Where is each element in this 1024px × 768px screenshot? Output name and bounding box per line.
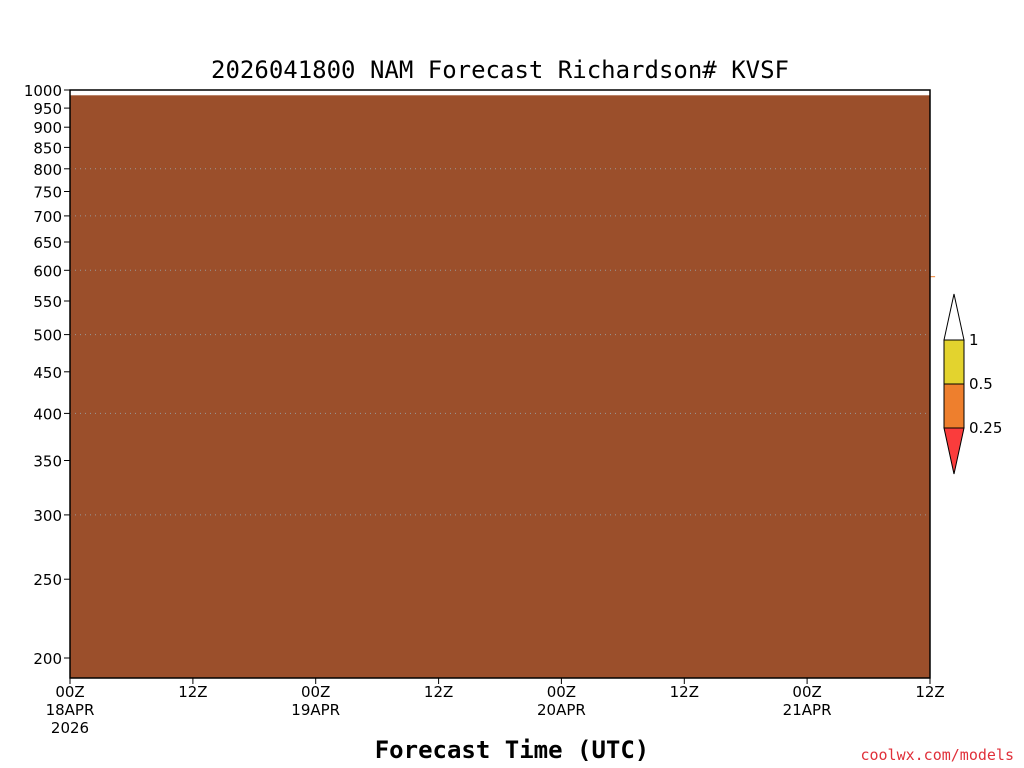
y-tick-label-850: 850	[33, 139, 62, 157]
colorbar-band-05-1	[943, 339, 965, 385]
x-tick-label-0-0: 00Z	[55, 683, 84, 701]
x-tick-label-36-0: 12Z	[424, 683, 453, 701]
y-tick-label-250: 250	[33, 571, 62, 589]
x-tick-label-24-0: 00Z	[301, 683, 330, 701]
colorbar: 1 0.5 0.25	[943, 293, 1002, 475]
x-axis-label: Forecast Time (UTC)	[375, 736, 650, 764]
y-tick-label-200: 200	[33, 650, 62, 668]
ground	[70, 95, 930, 679]
y-tick-label-500: 500	[33, 327, 62, 345]
y-tick-label-550: 550	[33, 293, 62, 311]
colorbar-cap-low	[943, 427, 965, 475]
y-tick-label-800: 800	[33, 161, 62, 179]
ri-cells	[70, 95, 936, 679]
colorbar-cap-high	[943, 293, 965, 341]
y-tick-label-750: 750	[33, 184, 62, 202]
x-tick-label-72-0: 00Z	[792, 683, 821, 701]
x-tick-label-84-0: 12Z	[915, 683, 944, 701]
x-tick-label-12-0: 12Z	[178, 683, 207, 701]
y-tick-label-600: 600	[33, 262, 62, 280]
y-tick-label-650: 650	[33, 234, 62, 252]
colorbar-label-025: 0.25	[969, 419, 1002, 437]
x-tick-label-24-1: 19APR	[291, 701, 340, 719]
y-tick-label-950: 950	[33, 100, 62, 118]
y-tick-label-700: 700	[33, 208, 62, 226]
ri-cell-68	[930, 276, 936, 278]
x-tick-label-0-2: 2026	[51, 719, 89, 737]
chart-title: 2026041800 NAM Forecast Richardson# KVSF	[211, 56, 789, 84]
x-tick-label-72-1: 21APR	[783, 701, 832, 719]
x-tick-label-60-0: 12Z	[670, 683, 699, 701]
y-tick-label-400: 400	[33, 405, 62, 423]
colorbar-label-05: 0.5	[969, 375, 993, 393]
colorbar-label-1: 1	[969, 331, 979, 349]
x-tick-label-48-1: 20APR	[537, 701, 586, 719]
plot-frame	[69, 89, 931, 679]
colorbar-band-025-05	[943, 383, 965, 429]
gridlines	[70, 168, 930, 516]
y-tick-label-300: 300	[33, 507, 62, 525]
credit-link[interactable]: coolwx.com/models	[860, 746, 1014, 764]
x-tick-label-48-0: 00Z	[547, 683, 576, 701]
y-tick-label-900: 900	[33, 119, 62, 137]
y-tick-label-450: 450	[33, 364, 62, 382]
x-tick-label-0-1: 18APR	[46, 701, 95, 719]
y-axis: 200 250 300 350 400 450 500 550 600 650 700 750 800 8…	[24, 82, 70, 668]
y-tick-label-1000: 1000	[24, 82, 62, 100]
y-tick-label-350: 350	[33, 453, 62, 471]
